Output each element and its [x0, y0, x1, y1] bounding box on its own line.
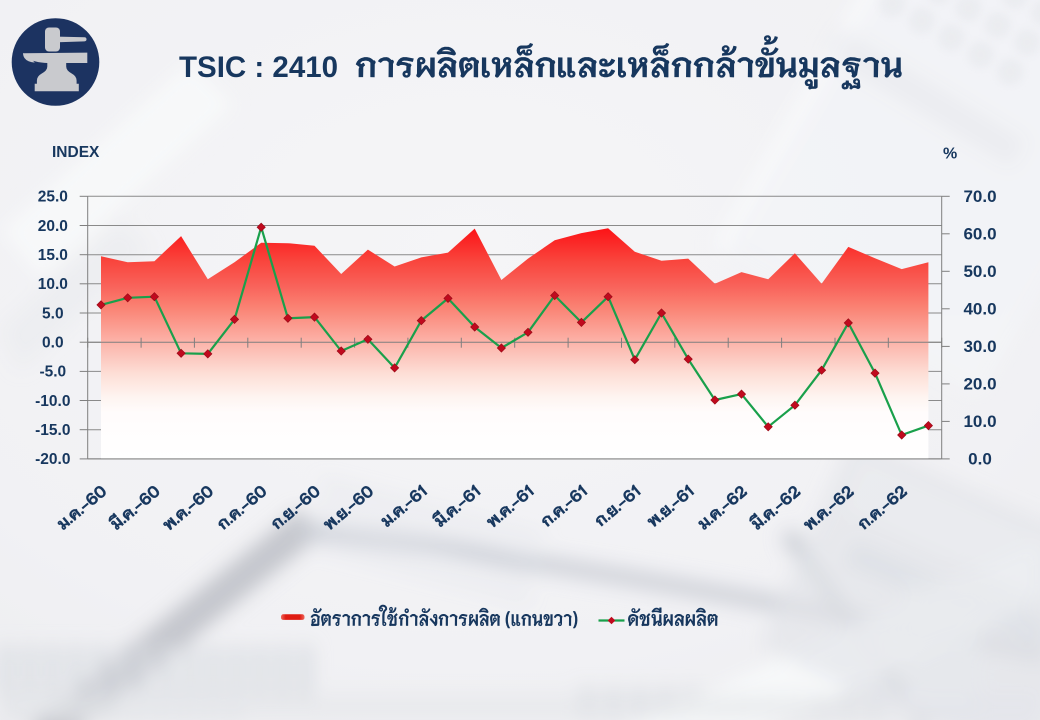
- svg-text:TSIC : 2410: TSIC : 2410: [179, 51, 338, 84]
- svg-text:-10.0: -10.0: [35, 393, 70, 410]
- svg-text:INDEX: INDEX: [52, 144, 100, 161]
- svg-text:40.0: 40.0: [963, 300, 996, 319]
- svg-text:5.0: 5.0: [42, 305, 64, 322]
- svg-text:0.0: 0.0: [968, 450, 992, 469]
- svg-text:50.0: 50.0: [963, 262, 996, 281]
- svg-text:%: %: [943, 146, 957, 163]
- svg-text:30.0: 30.0: [963, 337, 996, 356]
- svg-text:20.0: 20.0: [38, 218, 68, 235]
- svg-text:70.0: 70.0: [963, 187, 996, 206]
- svg-text:60.0: 60.0: [963, 225, 996, 244]
- svg-text:25.0: 25.0: [38, 189, 68, 206]
- svg-text:10.0: 10.0: [963, 412, 996, 431]
- svg-text:-5.0: -5.0: [39, 364, 66, 381]
- svg-text:15.0: 15.0: [38, 247, 68, 264]
- svg-text:-15.0: -15.0: [35, 422, 70, 439]
- svg-text:20.0: 20.0: [963, 375, 996, 394]
- svg-text:10.0: 10.0: [38, 276, 68, 293]
- svg-text:0.0: 0.0: [42, 335, 64, 352]
- svg-text:-20.0: -20.0: [35, 451, 70, 468]
